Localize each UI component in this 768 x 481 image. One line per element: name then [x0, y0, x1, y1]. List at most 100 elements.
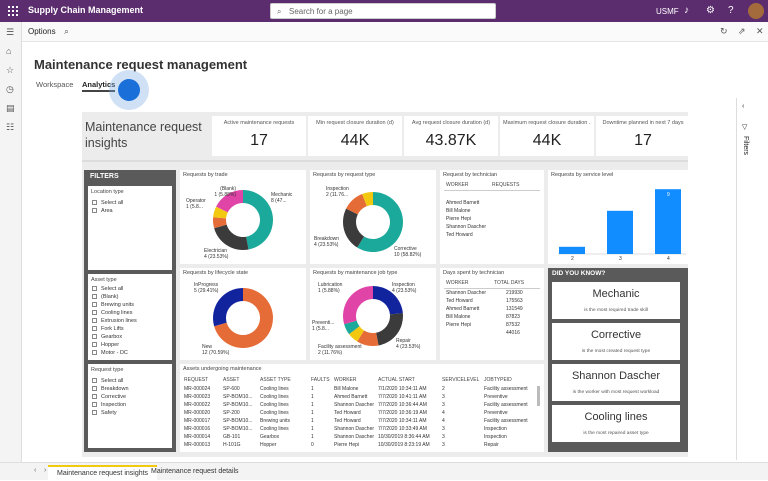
tab-workspace[interactable]: Workspace	[36, 80, 74, 89]
open-new-window-icon[interactable]: ⇗	[738, 26, 746, 36]
donut-slice-inprogress[interactable]	[213, 288, 243, 327]
filters-pane-toggle[interactable]: ‹ ▽ Filters	[736, 98, 754, 460]
donut-slice-inspection[interactable]	[373, 286, 403, 315]
slicer-option[interactable]: Motor - DC	[92, 350, 128, 356]
donut-slice-inspection[interactable]	[346, 194, 367, 215]
menu-icon[interactable]: ☰	[6, 27, 15, 37]
slicer-option[interactable]: Corrective	[92, 394, 126, 400]
column-header[interactable]: JOBTYPEID	[484, 377, 512, 383]
bar-service-level-2[interactable]	[559, 246, 585, 254]
donut-slice-breakdown[interactable]	[343, 208, 365, 248]
requests-by-service-level-chart[interactable]: Requests by service level 2 3 4 1 6 9	[548, 170, 688, 264]
chevron-left-icon[interactable]: ‹	[742, 103, 745, 110]
checkbox[interactable]	[92, 342, 97, 347]
next-page-icon[interactable]: ›	[44, 467, 47, 474]
close-icon[interactable]: ✕	[756, 26, 764, 36]
bar-service-level-4[interactable]	[655, 189, 681, 254]
column-header[interactable]: WORKER	[446, 182, 469, 188]
donut-slice-preventive[interactable]	[344, 320, 360, 335]
home-icon[interactable]: ⌂	[6, 46, 12, 56]
column-header[interactable]: WORKER	[334, 377, 357, 383]
slicer-option[interactable]: Hopper	[92, 342, 119, 348]
days-spent-by-technician-table[interactable]: Days spent by technician WORKER TOTAL DA…	[440, 268, 544, 360]
donut-slice-mechanic[interactable]	[243, 190, 273, 250]
scrollbar[interactable]	[537, 386, 540, 406]
column-header[interactable]: WORKER	[446, 280, 469, 286]
request-by-technician-table[interactable]: Request by technician WORKER REQUESTS Ah…	[440, 170, 544, 264]
bar-service-level-3[interactable]	[607, 210, 633, 254]
slicer-option[interactable]: Brewing units	[92, 302, 134, 308]
checkbox[interactable]	[92, 286, 97, 291]
checkbox[interactable]	[92, 402, 97, 407]
tab-maintenance-request-details[interactable]: Maintenance request details	[151, 468, 239, 475]
checkbox[interactable]	[92, 410, 97, 415]
slicer-option[interactable]: Safety	[92, 410, 117, 416]
donut-slice-repair[interactable]	[376, 313, 403, 346]
donut-slice-corrective[interactable]	[357, 192, 403, 252]
company-picker[interactable]: USMF	[656, 7, 679, 16]
requests-by-job-type-chart[interactable]: Requests by maintenance job type Lubrica…	[310, 268, 436, 360]
checkbox[interactable]	[92, 302, 97, 307]
app-launcher-icon[interactable]	[8, 6, 18, 16]
list-icon[interactable]: ☷	[6, 122, 15, 132]
donut-slice-other[interactable]	[343, 286, 373, 325]
donut-slice-other[interactable]	[216, 190, 243, 213]
gear-icon[interactable]: ⚙	[706, 5, 715, 16]
avatar[interactable]	[748, 3, 764, 19]
checkbox[interactable]	[92, 326, 97, 331]
action-search-icon[interactable]: ⌕	[64, 26, 70, 36]
checkbox[interactable]	[92, 294, 97, 299]
requests-by-trade-chart[interactable]: Requests by trade (Blank) 1 (5.88%) Mech…	[180, 170, 306, 264]
checkbox[interactable]	[92, 334, 97, 339]
donut-slice-electrician[interactable]	[214, 224, 249, 250]
checkbox[interactable]	[92, 378, 97, 383]
column-header[interactable]: REQUESTS	[492, 182, 520, 188]
options-button[interactable]: Options	[28, 27, 56, 36]
requests-by-lifecycle-chart[interactable]: Requests by lifecycle state InProgress 5…	[180, 268, 306, 360]
column-header[interactable]: TOTAL DAYS	[494, 280, 525, 286]
requests-by-request-type-chart[interactable]: Requests by request type Inspection 2 (1…	[310, 170, 436, 264]
page-search-input[interactable]: ⌕ Search for a page	[270, 3, 496, 19]
donut-slice-facility[interactable]	[357, 330, 379, 346]
slicer-option[interactable]: Cooling lines	[92, 310, 133, 316]
slicer-option[interactable]: (Blank)	[92, 294, 118, 300]
assets-undergoing-maintenance-table[interactable]: Assets undergoing maintenance REQUEST ASS…	[180, 364, 544, 452]
star-icon[interactable]: ☆	[6, 65, 15, 75]
checkbox[interactable]	[92, 318, 97, 323]
checkbox[interactable]	[92, 310, 97, 315]
workspace-icon[interactable]: ▤	[6, 103, 15, 113]
column-header[interactable]: FAULTS	[311, 377, 330, 383]
donut-slice-other[interactable]	[362, 192, 373, 207]
slicer-option[interactable]: Extrusion lines	[92, 318, 137, 324]
column-header[interactable]: ASSET TYPE	[260, 377, 291, 383]
checkbox[interactable]	[92, 394, 97, 399]
prev-page-icon[interactable]: ‹	[34, 467, 37, 474]
checkbox[interactable]	[92, 208, 97, 213]
slicer-option[interactable]: Breakdown	[92, 386, 129, 392]
slicer-option[interactable]: Area	[92, 208, 113, 214]
donut-slice-blank[interactable]	[213, 206, 228, 219]
clock-icon[interactable]: ◷	[6, 84, 14, 94]
slicer-option[interactable]: Select all	[92, 286, 123, 292]
column-header[interactable]: SERVICELEVEL	[442, 377, 480, 383]
checkbox[interactable]	[92, 350, 97, 355]
tab-analytics[interactable]: Analytics	[82, 80, 116, 92]
slicer-option[interactable]: Gearbox	[92, 334, 122, 340]
bell-icon[interactable]: ♪	[684, 5, 689, 16]
slicer-option[interactable]: Select all	[92, 378, 123, 384]
slicer-option[interactable]: Fork Lifts	[92, 326, 124, 332]
donut-slice-new[interactable]	[214, 288, 273, 348]
insight-description: is the most created request type	[581, 349, 651, 354]
checkbox[interactable]	[92, 200, 97, 205]
slicer-option[interactable]: Inspection	[92, 402, 126, 408]
refresh-icon[interactable]: ↻	[720, 26, 728, 36]
donut-slice-lubrication[interactable]	[349, 326, 365, 342]
column-header[interactable]: REQUEST	[184, 377, 209, 383]
help-icon[interactable]: ?	[728, 5, 734, 16]
slicer-option[interactable]: Select all	[92, 200, 123, 206]
column-header[interactable]: ASSET	[223, 377, 240, 383]
donut-slice-operator[interactable]	[213, 217, 227, 229]
tab-maintenance-request-insights[interactable]: Maintenance request insights	[48, 465, 158, 481]
column-header[interactable]: ACTUAL START	[378, 377, 415, 383]
checkbox[interactable]	[92, 386, 97, 391]
